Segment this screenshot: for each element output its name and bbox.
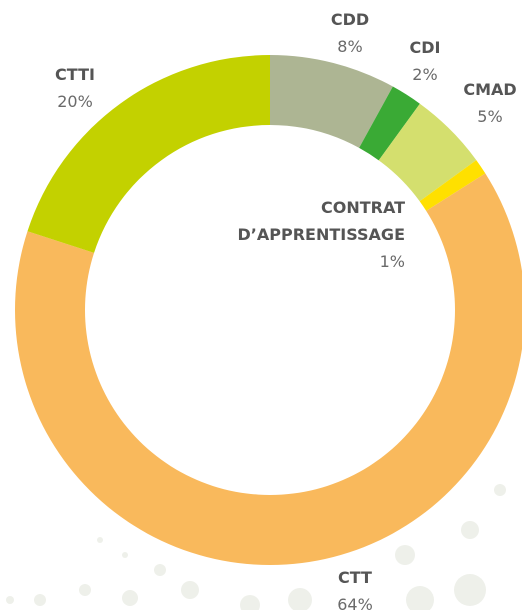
value-label: 8%: [337, 37, 363, 56]
label: CDI 2%: [385, 34, 465, 88]
category-label: CTT: [338, 568, 372, 587]
label: CONTRAT D’APPRENTISSAGE 1%: [205, 194, 405, 275]
category-label: CDD: [330, 10, 370, 29]
value-label: 64%: [337, 595, 373, 610]
label: CTT 64%: [305, 564, 405, 610]
slice: [270, 55, 393, 148]
slice: [419, 160, 486, 211]
value-label: 20%: [57, 92, 93, 111]
category-label: CDI: [409, 38, 441, 57]
value-label: 2%: [412, 65, 438, 84]
slice: [15, 173, 522, 565]
slice: [27, 55, 270, 253]
label: CDD 8%: [300, 6, 400, 60]
slice: [359, 86, 420, 161]
category-label: CONTRAT D’APPRENTISSAGE: [237, 198, 405, 244]
label: CMAD 5%: [450, 76, 522, 130]
background-dots: [6, 484, 506, 610]
category-label: CTTI: [55, 65, 95, 84]
category-label: CMAD: [463, 80, 517, 99]
value-label: 1%: [379, 252, 405, 271]
value-label: 5%: [477, 107, 503, 126]
label: CTTI 20%: [25, 61, 125, 115]
slice: [378, 103, 477, 202]
